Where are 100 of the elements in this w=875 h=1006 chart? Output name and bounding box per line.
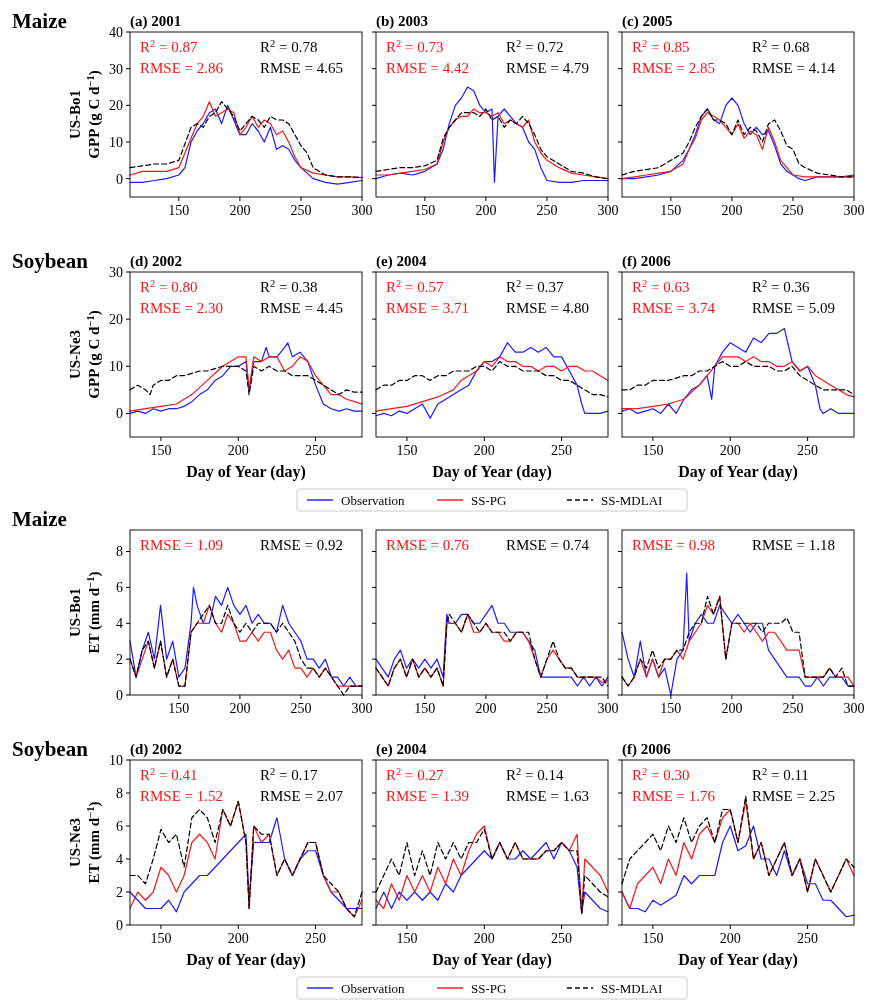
x-tick-label: 250 xyxy=(782,701,804,716)
legend-label: SS-PG xyxy=(471,980,507,996)
annotation: R$^{2}$ = 0.41 xyxy=(140,765,198,783)
x-tick-label: 300 xyxy=(351,701,373,716)
chart-subtitle: Maize xyxy=(12,9,67,33)
y-tick-label: 20 xyxy=(109,98,123,114)
line-series xyxy=(129,342,363,415)
y-tick-label: 0 xyxy=(116,917,123,933)
annotation: R$^{2}$ = 0.68 xyxy=(751,37,810,55)
x-tick-label: 300 xyxy=(597,203,619,218)
annotation: R$^{2}$ = 0.30 xyxy=(632,765,690,783)
y-tick-label: 0 xyxy=(116,406,123,422)
x-tick-label: 150 xyxy=(660,203,682,218)
y-tick-label: 8 xyxy=(116,785,123,801)
y-tick-label: 30 xyxy=(109,264,123,280)
y-tick-label: 10 xyxy=(109,752,123,768)
chart-title: (e) 2004 xyxy=(376,741,427,758)
annotation: R$^{2}$ = 0.11 xyxy=(751,765,809,783)
annotation: RMSE = 1.76 xyxy=(632,788,716,804)
y-tick-label: 20 xyxy=(109,312,123,328)
annotation: R$^{2}$ = 0.85 xyxy=(632,37,690,55)
chart-title: (d) 2002 xyxy=(130,741,183,758)
x-tick-label: 150 xyxy=(396,443,418,458)
chart-subtitle: Maize xyxy=(12,507,67,531)
annotation: RMSE = 1.18 xyxy=(751,537,835,553)
x-tick-label: 200 xyxy=(227,443,249,458)
annotation: RMSE = 4.65 xyxy=(259,60,343,76)
chart-title: (d) 2002 xyxy=(130,253,183,270)
x-tick-label: 150 xyxy=(396,931,418,946)
chart-subtitle: Soybean xyxy=(12,249,89,273)
x-axis-title: Day of Year (day) xyxy=(432,951,552,969)
x-tick-label: 200 xyxy=(721,203,743,218)
y-tick-label: 30 xyxy=(109,61,123,77)
x-axis-title: Day of Year (day) xyxy=(432,463,552,481)
chart-title: (f) 2006 xyxy=(622,253,672,270)
x-tick-label: 250 xyxy=(551,443,573,458)
annotation: R$^{2}$ = 0.38 xyxy=(259,277,318,295)
chart-title: (f) 2006 xyxy=(622,741,672,758)
x-tick-label: 150 xyxy=(150,443,172,458)
x-tick-label: 300 xyxy=(597,701,619,716)
chart-title: (c) 2005 xyxy=(622,13,673,30)
x-tick-label: 150 xyxy=(168,203,190,218)
x-axis-title: Day of Year (day) xyxy=(186,951,306,969)
x-tick-label: 200 xyxy=(719,443,741,458)
x-axis-title: Day of Year (day) xyxy=(678,951,798,969)
x-tick-label: 200 xyxy=(229,203,251,218)
annotation: R$^{2}$ = 0.14 xyxy=(505,765,564,783)
x-tick-label: 300 xyxy=(843,701,865,716)
annotation: R$^{2}$ = 0.78 xyxy=(259,37,318,55)
x-tick-label: 250 xyxy=(536,701,558,716)
x-tick-label: 250 xyxy=(305,931,327,946)
annotation: R$^{2}$ = 0.37 xyxy=(505,277,564,295)
annotation: RMSE = 0.92 xyxy=(259,537,343,553)
y-tick-label: 40 xyxy=(109,24,123,40)
annotation: R$^{2}$ = 0.63 xyxy=(632,277,690,295)
y-tick-label: 0 xyxy=(116,687,123,703)
annotation: R$^{2}$ = 0.17 xyxy=(259,765,318,783)
y-tick-label: 6 xyxy=(116,818,123,834)
annotation: RMSE = 0.76 xyxy=(386,537,470,553)
x-tick-label: 200 xyxy=(229,701,251,716)
x-tick-label: 250 xyxy=(536,203,558,218)
x-axis-title: Day of Year (day) xyxy=(186,463,306,481)
x-axis-title: Day of Year (day) xyxy=(678,463,798,481)
x-tick-label: 200 xyxy=(473,931,495,946)
x-tick-label: 250 xyxy=(290,701,312,716)
annotation: RMSE = 4.80 xyxy=(505,300,589,316)
legend-label: Observation xyxy=(341,980,406,996)
x-tick-label: 300 xyxy=(843,203,865,218)
annotation: RMSE = 1.63 xyxy=(505,788,589,804)
chart-subtitle: Soybean xyxy=(12,737,89,761)
annotation: RMSE = 3.74 xyxy=(632,300,716,316)
annotation: RMSE = 5.09 xyxy=(751,300,835,316)
annotation: RMSE = 1.09 xyxy=(140,537,224,553)
legend-label: SS-MDLAI xyxy=(601,980,663,996)
x-tick-label: 250 xyxy=(290,203,312,218)
annotation: RMSE = 2.85 xyxy=(632,60,716,76)
annotation: RMSE = 1.39 xyxy=(386,788,470,804)
chart-title: (b) 2003 xyxy=(376,13,429,30)
annotation: RMSE = 4.79 xyxy=(505,60,589,76)
y-tick-label: 8 xyxy=(116,544,123,560)
annotation: R$^{2}$ = 0.36 xyxy=(751,277,810,295)
x-tick-label: 250 xyxy=(797,931,819,946)
annotation: R$^{2}$ = 0.27 xyxy=(386,765,444,783)
x-tick-label: 250 xyxy=(551,931,573,946)
annotation: RMSE = 4.14 xyxy=(751,60,836,76)
legend-label: Observation xyxy=(341,492,406,508)
chart-title: (e) 2004 xyxy=(376,253,427,270)
annotation: R$^{2}$ = 0.80 xyxy=(140,277,198,295)
y-tick-label: 6 xyxy=(116,580,123,596)
x-tick-label: 200 xyxy=(719,931,741,946)
legend-label: SS-PG xyxy=(471,492,507,508)
annotation: RMSE = 2.30 xyxy=(140,300,224,316)
x-tick-label: 150 xyxy=(414,203,436,218)
x-tick-label: 300 xyxy=(351,203,373,218)
annotation: RMSE = 4.42 xyxy=(386,60,470,76)
x-tick-label: 200 xyxy=(227,931,249,946)
x-tick-label: 150 xyxy=(150,931,172,946)
legend-label: SS-MDLAI xyxy=(601,492,663,508)
annotation: RMSE = 2.86 xyxy=(140,60,224,76)
x-tick-label: 200 xyxy=(721,701,743,716)
